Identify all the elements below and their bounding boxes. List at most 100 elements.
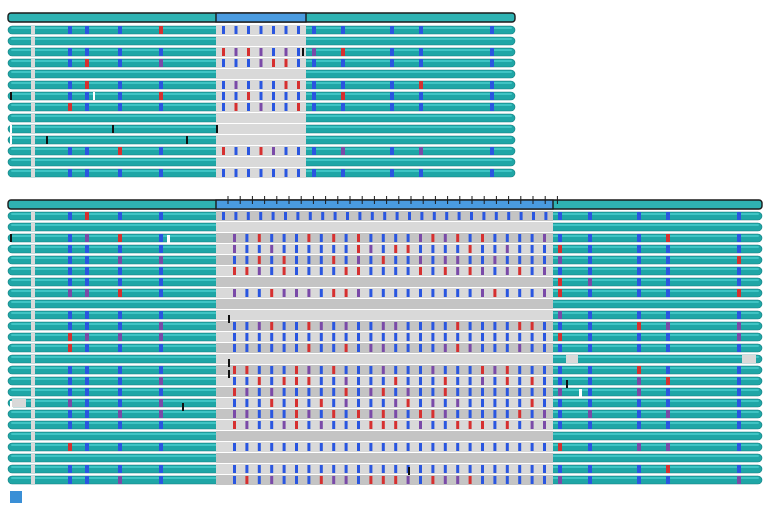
bottom-left-mark-15-0 <box>68 377 72 385</box>
bottom-variant-18 <box>381 410 385 418</box>
bottom-left-mark-6-2 <box>118 278 122 286</box>
top-variant-2 <box>222 48 225 56</box>
bottom-variant-17 <box>282 399 286 407</box>
bottom-left-mark-2-0 <box>68 234 72 242</box>
bottom-right-mark-12-1 <box>588 344 592 352</box>
bottom-variant-7 <box>468 289 472 297</box>
bottom-variant-11 <box>369 333 373 341</box>
bottom-variant-14 <box>468 366 472 374</box>
top-variant-13 <box>222 169 225 177</box>
bottom-variant-11 <box>431 333 435 341</box>
bottom-left-mark-14-0 <box>68 366 72 374</box>
bottom-right-mark-15-3 <box>666 377 670 385</box>
bottom-variant-3 <box>295 245 298 253</box>
bottom-variant-17 <box>369 399 373 407</box>
bottom-variant-3 <box>270 245 274 253</box>
bottom-variant-4 <box>394 256 398 264</box>
bottom-variant-24 <box>406 476 410 484</box>
top-variant-0 <box>272 26 275 34</box>
top-variant-5 <box>259 81 263 89</box>
bottom-right-mark-4-2 <box>637 256 641 264</box>
top-right-mark-3-0 <box>312 59 316 67</box>
bottom-variant-5 <box>419 267 422 275</box>
bottom-right-mark-6-0 <box>558 278 562 286</box>
bottom-right-mark-6-4 <box>737 278 741 286</box>
bottom-variant-24 <box>357 476 360 484</box>
bottom-variant-0 <box>445 212 449 220</box>
bottom-variant-23 <box>357 465 360 473</box>
top-variant-13 <box>297 169 300 177</box>
top-variant-5 <box>247 81 250 89</box>
bottom-variant-12 <box>493 344 497 352</box>
selection-region[interactable] <box>215 12 307 23</box>
bottom-variant-7 <box>257 289 261 297</box>
bottom-right-mark-21-4 <box>737 443 741 451</box>
top-variant-0 <box>222 26 225 34</box>
bottom-variant-17 <box>295 399 298 407</box>
bottom-variant-12 <box>419 344 422 352</box>
bottom-left-mark-19-1 <box>85 421 89 429</box>
bottom-variant-3 <box>257 245 261 253</box>
bottom-variant-4 <box>493 256 497 264</box>
bottom-variant-16 <box>530 388 534 396</box>
bottom-variant-15 <box>406 377 410 385</box>
top-variant-11 <box>259 147 263 155</box>
bottom-variant-3 <box>282 245 286 253</box>
bottom-left-mark-10-2 <box>118 322 122 330</box>
bottom-variant-18 <box>530 410 534 418</box>
bottom-read-clip-13 <box>31 355 35 363</box>
bottom-gap-8 <box>216 299 553 309</box>
top-variant-3 <box>259 59 263 67</box>
bottom-right-mark-16-2 <box>637 388 641 396</box>
bottom-variant-21 <box>282 443 286 451</box>
bottom-read-clip-14 <box>31 366 35 374</box>
bottom-left-mark-24-1 <box>85 476 89 484</box>
bottom-variant-2 <box>456 234 460 242</box>
bottom-right-mark-11-4 <box>737 333 741 341</box>
bottom-variant-2 <box>295 234 298 242</box>
bottom-variant-14 <box>456 366 460 374</box>
bottom-variant-15 <box>332 377 336 385</box>
bottom-variant-11 <box>257 333 261 341</box>
bottom-variant-24 <box>307 476 311 484</box>
bottom-variant-16 <box>431 388 435 396</box>
bottom-left-mark-4-1 <box>85 256 89 264</box>
bottom-variant-3 <box>481 245 484 253</box>
bottom-left-mark-11-2 <box>118 333 122 341</box>
bottom-variant-14 <box>431 366 435 374</box>
selection-region-bottom[interactable] <box>215 199 554 210</box>
bottom-read-clip-2 <box>31 234 35 242</box>
top-read-clip-12 <box>31 158 35 166</box>
top-variant-13 <box>284 169 288 177</box>
bottom-variant-18 <box>468 410 472 418</box>
bottom-variant-4 <box>431 256 435 264</box>
bottom-variant-7 <box>270 289 274 297</box>
bottom-variant-11 <box>381 333 385 341</box>
bottom-variant-19 <box>530 421 534 429</box>
bottom-variant-11 <box>282 333 286 341</box>
bottom-variant-5 <box>257 267 261 275</box>
bottom-variant-0 <box>296 212 300 220</box>
bottom-variant-4 <box>344 256 348 264</box>
bottom-variant-19 <box>282 421 286 429</box>
bottom-variant-2 <box>394 234 398 242</box>
bottom-left-mark-10-3 <box>159 322 163 330</box>
bottom-variant-21 <box>518 443 522 451</box>
bottom-variant-21 <box>493 443 497 451</box>
bottom-variant-23 <box>282 465 286 473</box>
bottom-variant-19 <box>456 421 460 429</box>
top-variant-13 <box>247 169 250 177</box>
bottom-variant-10 <box>443 322 447 330</box>
bottom-variant-2 <box>357 234 360 242</box>
bottom-variant-16 <box>381 388 385 396</box>
top-left-mark-2-0 <box>68 48 72 56</box>
bottom-variant-0 <box>532 212 535 220</box>
bottom-variant-14 <box>530 366 534 374</box>
bottom-right-mark-6-2 <box>637 278 641 286</box>
bottom-variant-17 <box>307 399 311 407</box>
bottom-variant-21 <box>530 443 534 451</box>
top-right-mark-13-2 <box>390 169 394 177</box>
bottom-variant-19 <box>307 421 311 429</box>
bottom-variant-21 <box>270 443 274 451</box>
bottom-variant-4 <box>543 256 546 264</box>
